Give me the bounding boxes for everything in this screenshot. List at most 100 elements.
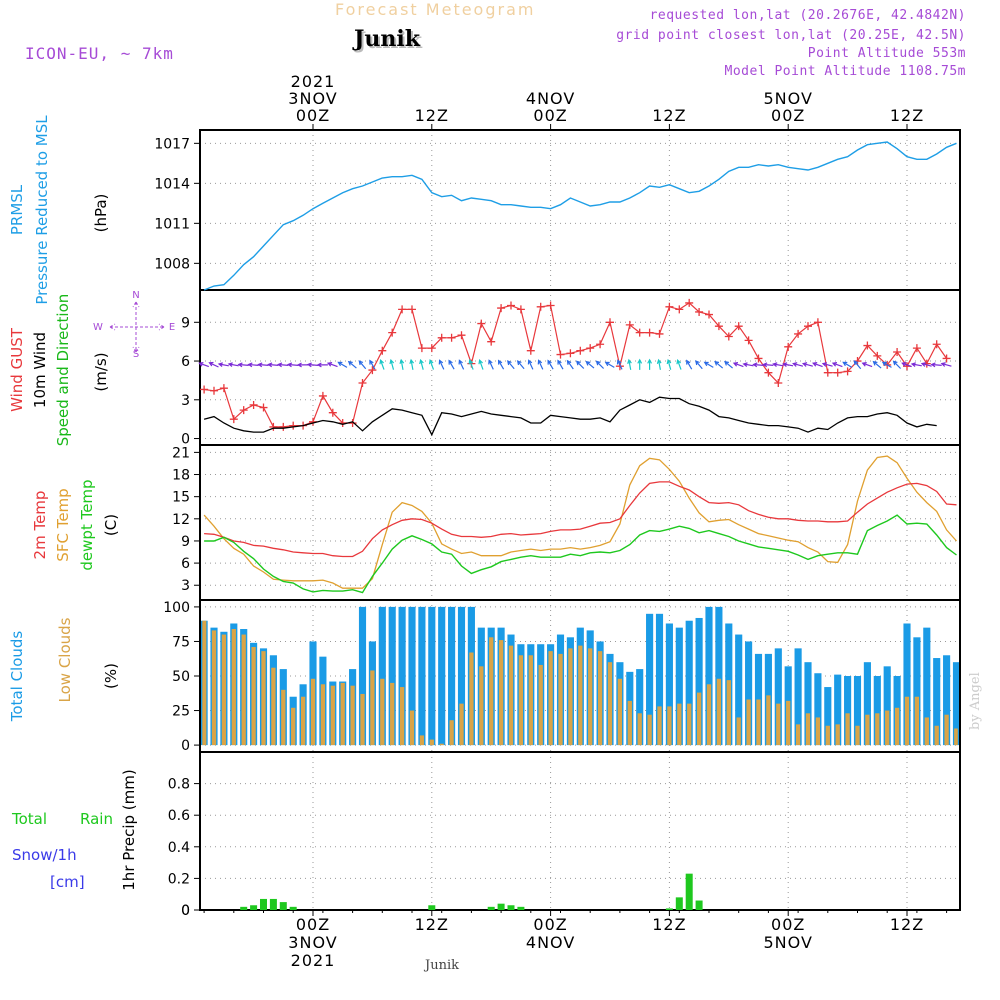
panel-frame: [199, 444, 961, 601]
wind-direction-arrow: [379, 359, 385, 370]
wind-direction-arrow: [316, 362, 328, 368]
wind-direction-arrow: [286, 362, 299, 368]
compass-w: W: [93, 322, 103, 333]
wind-direction-arrow: [419, 358, 424, 370]
low-cloud-bar: [805, 713, 811, 746]
rain-bar: [685, 873, 693, 910]
gust-marker: [675, 305, 684, 314]
total-cloud-bar: [358, 606, 367, 746]
low-cloud-bar: [667, 706, 672, 746]
label-layer: 1008101110141017036936912151821025507510…: [8, 72, 923, 970]
gust-marker: [200, 385, 209, 394]
requested-coords: requested lon,lat (20.2676E, 42.4842N): [649, 8, 966, 23]
gust-marker: [833, 368, 842, 377]
series-layer: [199, 142, 959, 910]
wind-speed-line: [203, 396, 937, 437]
gust-marker: [754, 354, 763, 363]
ytick-label: 6: [181, 354, 190, 370]
compass-n: N: [132, 290, 139, 301]
grid-layer: [194, 124, 960, 916]
time-label-top: 5NOV: [763, 89, 812, 108]
gust-marker: [556, 350, 565, 359]
wind-direction-arrow: [604, 361, 615, 368]
wind-direction-arrow: [237, 362, 249, 368]
wind-direction-arrow: [247, 362, 259, 368]
gust-marker: [507, 301, 515, 310]
compass-e: E: [169, 322, 175, 333]
wind-direction-arrow: [347, 360, 357, 369]
total-cloud-bar: [646, 613, 654, 746]
low-cloud-bar: [300, 696, 306, 746]
total-cloud-bar: [863, 662, 871, 746]
pressure-line: [203, 141, 957, 291]
time-label-top: 3NOV: [288, 89, 337, 108]
wind-direction-arrow: [910, 362, 922, 367]
model-altitude: Model Point Altitude 1108.75m: [724, 64, 966, 79]
wind-direction-arrow: [369, 359, 376, 370]
gust-marker: [823, 368, 832, 377]
wind-direction-arrow: [853, 360, 862, 370]
gust-marker: [358, 379, 367, 387]
wind-label-direction: Speed and Direction: [54, 294, 72, 447]
low-cloud-bar: [617, 678, 623, 746]
rain-bar: [695, 900, 703, 910]
gust-marker: [427, 344, 436, 353]
gust-marker: [705, 310, 713, 319]
wind-direction-arrow: [861, 362, 873, 368]
low-cloud-bar: [776, 703, 781, 746]
time-label-top: 12Z: [652, 106, 686, 125]
gust-marker: [932, 340, 941, 349]
gust-marker: [417, 344, 426, 353]
gust-marker: [249, 400, 258, 409]
gust-marker: [873, 351, 882, 360]
wind-direction-arrow: [686, 359, 693, 370]
low-cloud-bar: [944, 714, 949, 746]
low-cloud-bar: [716, 678, 722, 746]
total-cloud-bar: [943, 655, 951, 746]
low-cloud-bar: [261, 651, 266, 746]
gust-marker: [655, 329, 664, 338]
low-cloud-bar: [291, 707, 296, 746]
gust-marker: [942, 354, 951, 363]
low-cloud-bar: [687, 703, 692, 746]
gust-marker: [566, 349, 575, 358]
gust-marker: [269, 422, 278, 431]
rain-bar: [497, 903, 505, 910]
total-cloud-bar: [844, 676, 852, 746]
wind-direction-arrow: [296, 362, 309, 368]
temp-label-2m: 2m Temp: [31, 491, 49, 560]
low-cloud-bar: [855, 725, 860, 746]
gust-marker: [210, 386, 218, 395]
gust-marker: [774, 379, 783, 387]
gust-marker: [863, 341, 872, 350]
precip-label-cm: [cm]: [50, 873, 85, 891]
low-cloud-bar: [310, 678, 316, 746]
pressure-label-msl: Pressure Reduced to MSL: [33, 115, 51, 305]
low-cloud-bar: [696, 692, 702, 746]
model-label: ICON-EU, ~ 7km: [25, 44, 174, 63]
wind-direction-arrow: [257, 362, 269, 368]
wind-direction-arrow: [656, 358, 662, 370]
low-cloud-bar: [786, 700, 791, 746]
precip-label-total: Total: [11, 810, 47, 828]
wind-direction-arrow: [930, 362, 942, 368]
gust-marker: [497, 304, 506, 313]
gust-marker: [734, 322, 743, 331]
time-label-top: 12Z: [415, 106, 449, 125]
wind-direction-arrow: [742, 362, 754, 367]
wind-unit: (m/s): [92, 352, 110, 391]
gust-marker: [625, 320, 634, 329]
ytick-label: 50: [172, 669, 190, 685]
total-cloud-bar: [695, 617, 703, 746]
total-cloud-bar: [913, 637, 921, 746]
wind-direction-arrow: [940, 362, 952, 367]
wind-label-10m: 10m Wind: [31, 332, 49, 408]
gust-marker: [714, 322, 723, 331]
low-cloud-bar: [419, 735, 425, 746]
wind-direction-arrow: [547, 359, 554, 370]
ytick-label: 0.6: [168, 808, 190, 824]
wind-direction-arrow: [872, 360, 882, 369]
low-cloud-bar: [795, 724, 801, 746]
wind-direction-arrow: [277, 362, 289, 368]
